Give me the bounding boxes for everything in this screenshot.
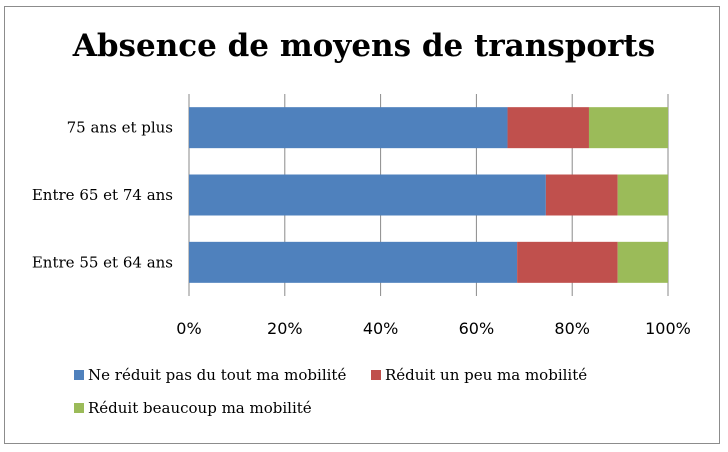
legend-swatch (371, 370, 381, 380)
bar-segment (617, 174, 668, 216)
category-labels: 75 ans et plus Entre 65 et 74 ans Entre 55… (32, 119, 173, 272)
bar-segment (588, 107, 668, 149)
legend-swatch (74, 403, 84, 413)
bars (189, 107, 668, 283)
bar-segment (507, 107, 589, 149)
category-label: 75 ans et plus (67, 119, 173, 137)
legend: Ne réduit pas du tout ma mobilité Réduit … (74, 366, 587, 417)
legend-label: Réduit beaucoup ma mobilité (88, 399, 312, 417)
legend-swatch (74, 370, 84, 380)
x-tick-label: 40% (363, 319, 399, 338)
bar-segment (545, 174, 618, 216)
chart-title: Absence de moyens de transports (72, 28, 656, 64)
bar-segment (617, 241, 668, 283)
bar-segment (189, 241, 518, 283)
x-tick-label: 0% (176, 319, 201, 338)
x-tick-label: 80% (554, 319, 590, 338)
category-label: Entre 65 et 74 ans (32, 186, 173, 204)
x-tick-label: 20% (267, 319, 303, 338)
legend-label: Ne réduit pas du tout ma mobilité (88, 366, 346, 384)
legend-label: Réduit un peu ma mobilité (385, 366, 587, 384)
x-tick-label: 100% (645, 319, 691, 338)
bar-segment (517, 241, 618, 283)
chart-frame (4, 6, 720, 444)
bar-segment (189, 107, 508, 149)
bar-segment (189, 174, 546, 216)
x-tick-labels: 0% 20% 40% 60% 80% 100% (176, 319, 691, 338)
x-tick-label: 60% (459, 319, 495, 338)
category-label: Entre 55 et 64 ans (32, 253, 173, 271)
